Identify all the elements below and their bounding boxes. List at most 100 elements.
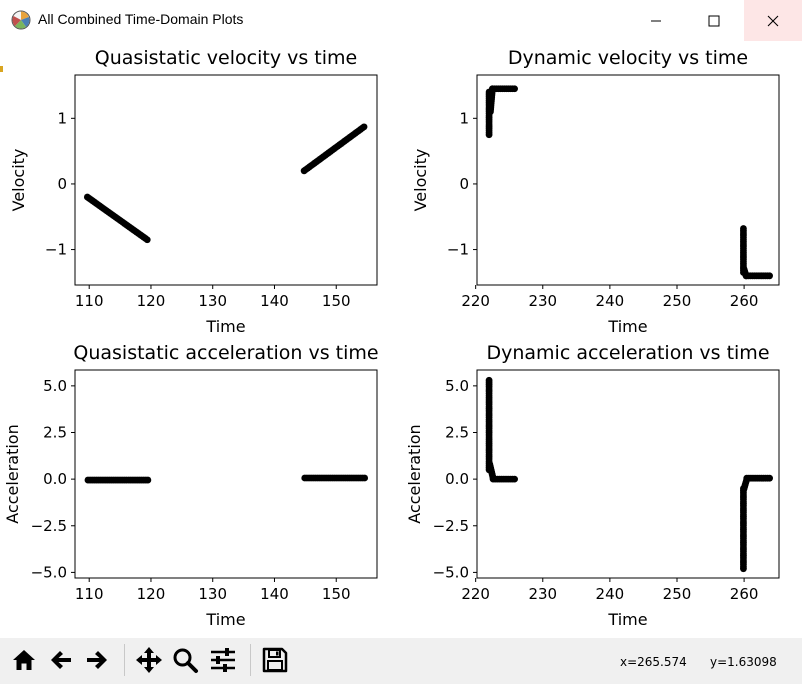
data-point: [361, 474, 369, 482]
y-tick-label: 0.0: [445, 470, 469, 488]
home-button[interactable]: [7, 643, 41, 677]
data-point: [766, 474, 773, 482]
x-tick-label: 230: [528, 585, 557, 603]
back-arrow-icon: [51, 651, 71, 669]
data-points: [485, 85, 773, 280]
x-tick-label: 120: [137, 292, 166, 310]
y-axis-label: Velocity: [411, 149, 430, 212]
close-button[interactable]: [744, 0, 802, 41]
maximize-icon: [708, 15, 719, 26]
y-tick-label: 1: [459, 109, 469, 127]
back-button[interactable]: [44, 643, 78, 677]
data-points: [485, 376, 773, 573]
data-point: [511, 475, 518, 483]
x-tick-label: 260: [730, 292, 759, 310]
subplot: 110 120 130 140 150 −1 0 1 Quasistatic velocity …: [9, 47, 378, 336]
y-tick-label: 2.5: [445, 423, 469, 441]
data-point: [766, 272, 773, 280]
y-tick-label: −2.5: [31, 517, 67, 535]
y-axis-label: Acceleration: [3, 424, 22, 523]
x-tick-label: 110: [75, 585, 104, 603]
home-icon: [13, 650, 35, 670]
x-tick-label: 250: [663, 585, 692, 603]
x-tick-label: 130: [198, 292, 227, 310]
navigation-toolbar: x=265.574 y=1.63098: [0, 638, 802, 684]
x-tick-label: 150: [322, 292, 351, 310]
x-tick-label: 250: [663, 292, 692, 310]
x-tick-label: 220: [461, 292, 490, 310]
toolbar-separator: [250, 644, 251, 676]
forward-arrow-icon: [87, 651, 107, 669]
y-tick-label: 0: [459, 175, 469, 193]
y-tick-label: 5.0: [43, 377, 67, 395]
x-axis-label: Time: [205, 317, 245, 336]
maximize-button[interactable]: [685, 0, 742, 41]
y-tick-label: 0.0: [43, 470, 67, 488]
close-icon: [767, 15, 779, 26]
subplot-title: Dynamic acceleration vs time: [486, 342, 769, 364]
x-tick-label: 130: [198, 585, 227, 603]
x-tick-label: 230: [528, 292, 557, 310]
subplot: 220 230 240 250 260 −1 0 1 Dynamic velocity vs t…: [411, 47, 780, 336]
y-tick-label: −1: [447, 241, 469, 259]
figure-svg: 110 120 130 140 150 −1 0 1 Quasistatic velocity …: [3, 47, 780, 629]
x-tick-label: 120: [137, 585, 166, 603]
axes-frame: [476, 74, 780, 286]
data-points: [83, 123, 368, 244]
y-axis-label: Acceleration: [405, 424, 424, 523]
save-button[interactable]: [258, 643, 292, 677]
axes-frame: [74, 369, 378, 579]
subplot-title: Quasistatic acceleration vs time: [73, 342, 378, 364]
data-points: [84, 474, 369, 484]
x-tick-label: 260: [730, 585, 759, 603]
axes-frame: [476, 369, 780, 579]
x-axis-label: Time: [607, 317, 647, 336]
data-point: [511, 85, 518, 93]
y-tick-label: −5.0: [31, 563, 67, 581]
save-icon: [262, 647, 288, 673]
y-tick-label: 0: [57, 175, 67, 193]
data-point: [144, 476, 152, 484]
subplot-title: Quasistatic velocity vs time: [95, 47, 357, 69]
x-tick-label: 220: [461, 585, 490, 603]
data-point: [360, 123, 368, 131]
x-axis-label: Time: [205, 610, 245, 629]
data-point: [143, 236, 151, 244]
y-axis-label: Velocity: [9, 149, 28, 212]
pan-icon: [136, 647, 162, 673]
figure-canvas[interactable]: 110 120 130 140 150 −1 0 1 Quasistatic velocity …: [0, 41, 802, 638]
configure-subplots-button[interactable]: [206, 643, 240, 677]
x-tick-label: 150: [322, 585, 351, 603]
minimize-icon: [650, 20, 661, 21]
matplotlib-logo-icon: [11, 10, 31, 30]
pan-button[interactable]: [132, 643, 166, 677]
subplot-title: Dynamic velocity vs time: [508, 47, 748, 69]
subplot: 220 230 240 250 260 −5.0 −2.5 0.0 2.5 5.0 Dynamic …: [405, 342, 780, 629]
zoom-icon: [173, 648, 198, 673]
y-tick-label: −2.5: [433, 517, 469, 535]
zoom-button[interactable]: [168, 643, 202, 677]
cursor-y-readout: y=1.63098: [710, 655, 777, 669]
x-axis-label: Time: [607, 610, 647, 629]
y-tick-label: 1: [57, 109, 67, 127]
axes-frame: [74, 74, 378, 286]
y-tick-label: −1: [45, 241, 67, 259]
x-tick-label: 140: [260, 292, 289, 310]
x-tick-label: 110: [75, 292, 104, 310]
forward-button[interactable]: [80, 643, 114, 677]
window-edge-accent: [0, 66, 3, 72]
x-tick-label: 140: [260, 585, 289, 603]
window-title: All Combined Time-Domain Plots: [38, 11, 244, 27]
configure-subplots-icon: [211, 648, 235, 672]
cursor-x-readout: x=265.574: [620, 655, 687, 669]
subplot: 110 120 130 140 150 −5.0 −2.5 0.0 2.5 5.0 Quasista…: [3, 342, 379, 629]
x-tick-label: 240: [596, 292, 625, 310]
toolbar-separator: [124, 644, 125, 676]
y-tick-label: 2.5: [43, 423, 67, 441]
title-bar[interactable]: All Combined Time-Domain Plots: [0, 0, 802, 41]
x-tick-label: 240: [596, 585, 625, 603]
y-tick-label: 5.0: [445, 377, 469, 395]
minimize-button[interactable]: [627, 0, 684, 41]
y-tick-label: −5.0: [433, 563, 469, 581]
